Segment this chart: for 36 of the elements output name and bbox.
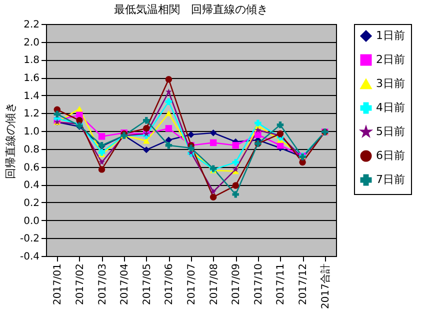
x-tick-label: 2017/08 (208, 264, 220, 306)
y-tick-label: 0.6 (24, 162, 40, 174)
y-tick-label: -0.4 (20, 252, 40, 262)
chart-title: 最低気温相関 回帰直線の傾き (114, 3, 268, 16)
y-tick-label: 0.2 (24, 198, 40, 209)
y-tick-label: 0.4 (24, 180, 40, 192)
x-tick-label: 2017/06 (164, 264, 176, 306)
y-tick-label: 2.2 (24, 20, 40, 30)
x-tick-label: 2017/07 (186, 264, 198, 306)
y-tick-label: 1.4 (24, 90, 40, 102)
x-tick-label: 2017/12 (298, 264, 310, 306)
x-tick-label: 2017/01 (52, 264, 64, 306)
x-tick-label: 2017/03 (97, 264, 108, 306)
x-tick-label: 2017/09 (231, 264, 242, 306)
legend-label: 6日前 (376, 149, 405, 162)
x-tick-label: 2017/04 (120, 264, 131, 306)
x-tick-label: 2017合計 (319, 264, 332, 309)
y-tick-label: 1.2 (24, 108, 40, 120)
x-tick-label: 2017/05 (142, 264, 153, 306)
legend-label: 4日前 (376, 101, 405, 114)
x-tick-label: 2017/10 (253, 264, 264, 306)
x-tick-label: 2017/02 (74, 264, 86, 306)
x-tick-label: 2017/11 (276, 264, 287, 306)
y-axis-title: 回帰直線の傾き (4, 102, 17, 179)
legend-label: 3日前 (376, 77, 405, 90)
y-tick-label: 1.6 (24, 73, 40, 84)
legend-label: 2日前 (376, 53, 405, 66)
legend-label: 5日前 (376, 125, 405, 138)
y-tick-label: 1.0 (24, 126, 40, 138)
y-tick-label: 2.0 (24, 37, 40, 48)
y-tick-label: -0.2 (20, 234, 40, 245)
legend-label: 7日前 (376, 173, 405, 186)
y-tick-label: 1.8 (24, 55, 40, 66)
y-tick-label: 0.0 (24, 216, 40, 227)
y-tick-label: 0.8 (24, 144, 40, 156)
legend-label: 1日前 (376, 29, 405, 42)
